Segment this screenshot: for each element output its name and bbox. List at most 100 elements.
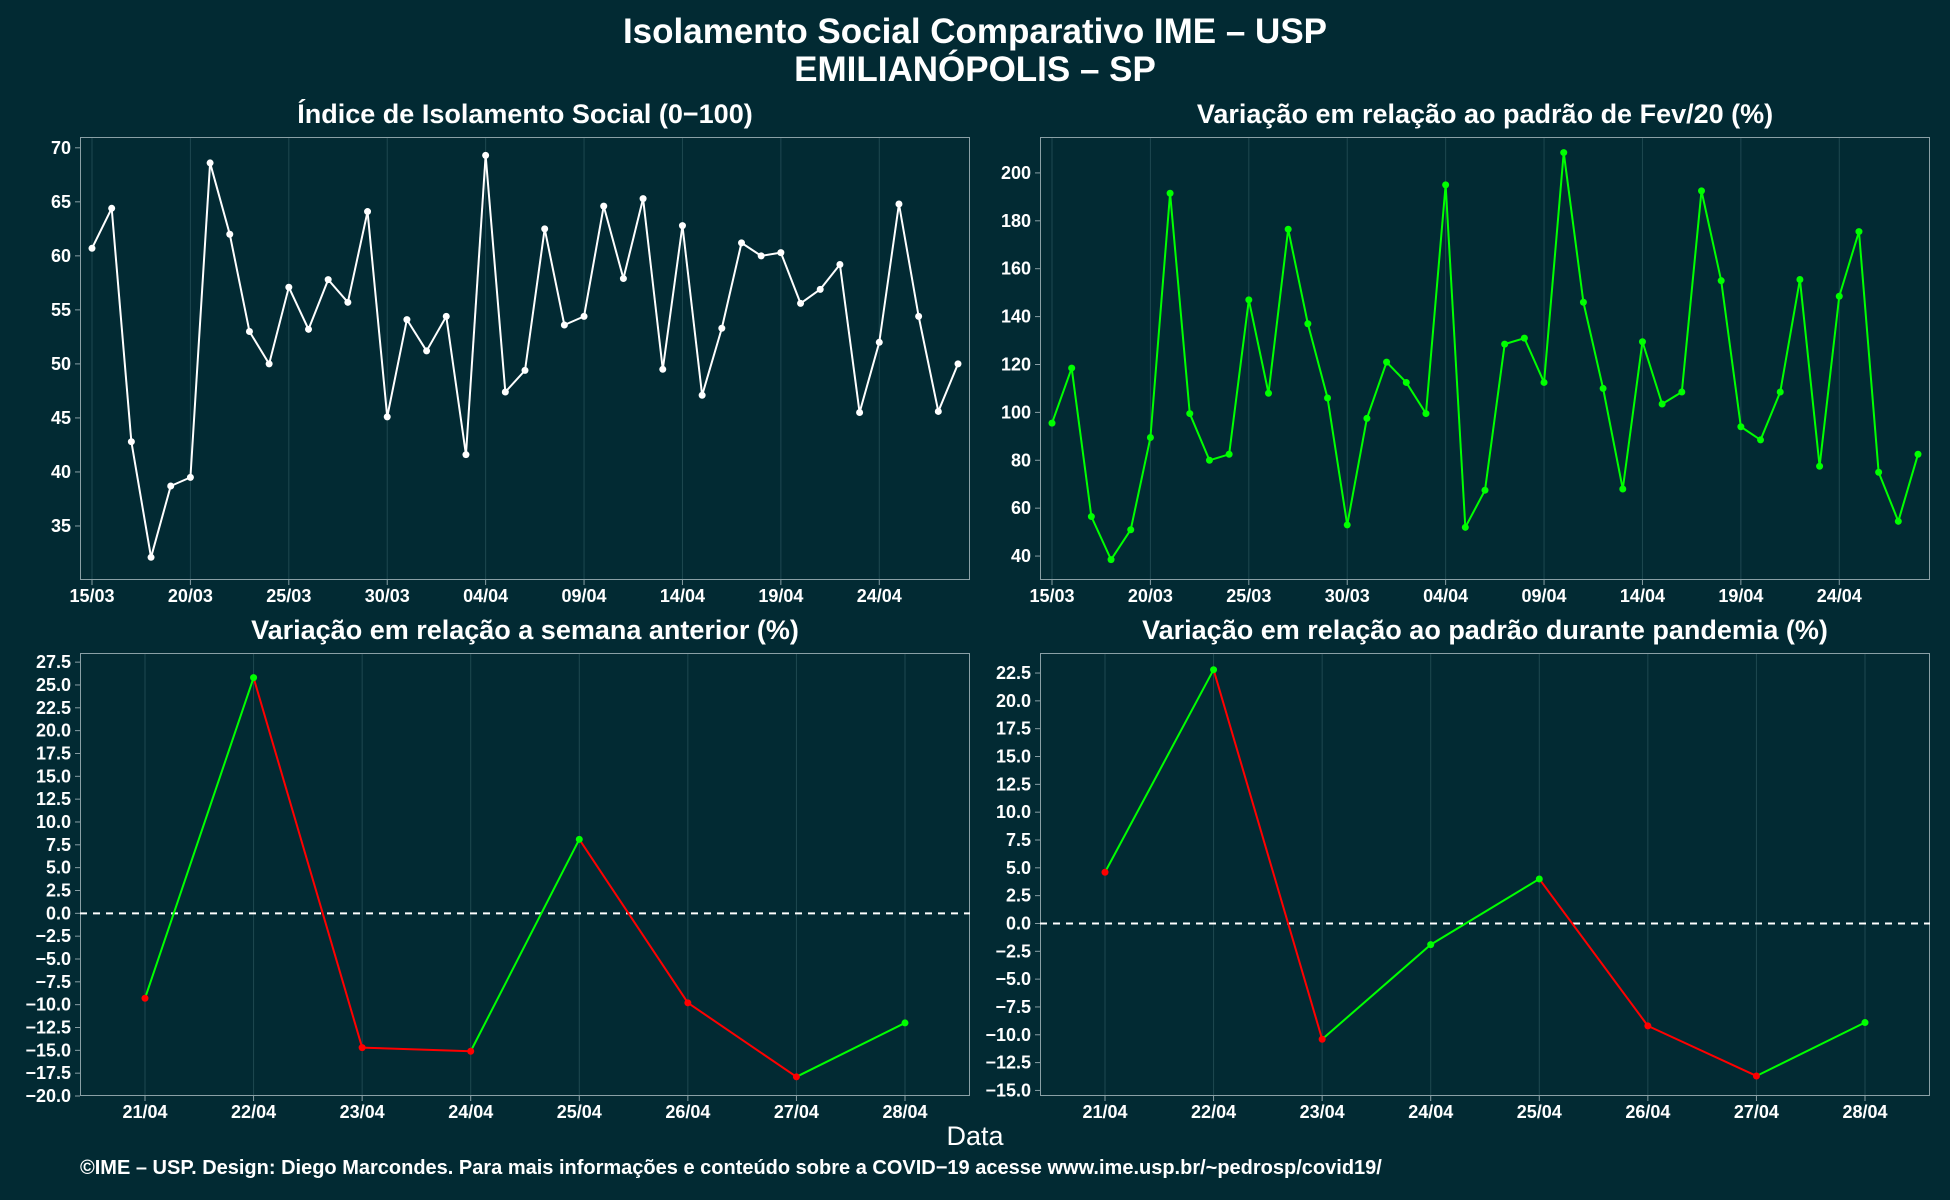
- series-segment: [1090, 516, 1112, 561]
- data-point: [1068, 364, 1076, 372]
- data-point: [1304, 320, 1312, 328]
- y-tick-label: 22.5: [36, 698, 71, 718]
- data-point: [698, 391, 706, 399]
- y-tick-label: −10.0: [985, 1025, 1031, 1045]
- week-variation-chart: 21/04 22/04 23/04 24/04 25/04 26/04 27/04 28/04…: [25, 652, 970, 1122]
- week-variation-title: Variação em relação a semana anterior (%…: [251, 615, 799, 645]
- y-tick-label: 60: [1011, 498, 1031, 518]
- series-segment: [464, 155, 487, 455]
- x-tick-label: 24/04: [448, 1102, 493, 1122]
- x-tick-label: 23/04: [1300, 1102, 1345, 1122]
- series-segment: [1897, 454, 1919, 522]
- feb-variation-panel: Variação em relação ao padrão de Fev/20 …: [1001, 99, 1930, 606]
- y-tick-label: −15.0: [985, 1080, 1031, 1100]
- data-point: [1816, 462, 1824, 470]
- week-variation-panel: Variação em relação a semana anterior (%…: [25, 615, 970, 1122]
- series-segment: [150, 485, 172, 558]
- data-point: [659, 365, 667, 373]
- data-point: [1540, 378, 1548, 386]
- data-point: [324, 276, 332, 284]
- data-point: [1461, 523, 1469, 531]
- series-segment: [425, 315, 448, 352]
- y-tick-label: −17.5: [25, 1063, 71, 1083]
- series-segment: [386, 319, 408, 418]
- series-segment: [1110, 529, 1132, 561]
- data-point: [1048, 419, 1056, 427]
- series-segment: [1562, 152, 1585, 303]
- y-tick-label: 12.5: [36, 789, 71, 809]
- x-tick-label: 21/04: [1082, 1102, 1127, 1122]
- y-tick-label: −7.5: [995, 997, 1031, 1017]
- series-segment: [252, 677, 364, 1048]
- series-segment: [740, 242, 762, 257]
- x-tick-label: 26/04: [1625, 1102, 1670, 1122]
- series-segment: [1621, 341, 1644, 490]
- series-segment: [720, 242, 743, 329]
- series-segment: [1759, 391, 1782, 441]
- data-point: [521, 366, 529, 374]
- y-tick-label: 100: [1001, 402, 1031, 422]
- data-point: [1265, 389, 1272, 397]
- series-segment: [917, 316, 940, 412]
- data-point: [792, 1073, 800, 1081]
- series-segment: [583, 205, 605, 317]
- feb-variation-title: Variação em relação ao padrão de Fev/20 …: [1196, 99, 1774, 129]
- y-tick-label: 20.0: [996, 691, 1031, 711]
- x-tick-label: 25/03: [266, 586, 311, 606]
- series-segment: [642, 198, 664, 370]
- x-tick-label: 19/04: [758, 586, 803, 606]
- plot-frame: [1040, 653, 1930, 1096]
- data-point: [1101, 868, 1109, 876]
- series-segment: [858, 342, 881, 413]
- series-segment: [661, 225, 684, 370]
- series-segment: [307, 279, 330, 330]
- data-point: [358, 1044, 366, 1052]
- isolation-index-chart: 15/03 20/03 25/03 30/03 04/04 09/04 14/04 19/04…: [51, 137, 970, 606]
- data-point: [206, 159, 214, 167]
- data-point: [1284, 225, 1292, 233]
- data-point: [1318, 1035, 1326, 1043]
- series-segment: [681, 225, 704, 396]
- data-point: [108, 204, 116, 212]
- data-point: [1422, 410, 1430, 418]
- data-point: [560, 321, 568, 329]
- y-tick-label: 12.5: [996, 774, 1031, 794]
- x-tick-label: 25/04: [557, 1102, 602, 1122]
- data-point: [1383, 358, 1391, 366]
- series-segment: [1430, 878, 1540, 946]
- data-point: [482, 151, 490, 159]
- series-segment: [819, 263, 841, 290]
- data-point: [684, 999, 692, 1007]
- data-point: [285, 283, 293, 291]
- data-point: [1894, 517, 1902, 525]
- pandemic-variation-panel: Variação em relação ao padrão durante pa…: [985, 615, 1930, 1122]
- data-point: [250, 674, 258, 682]
- data-point: [575, 835, 583, 843]
- y-tick-label: 40: [51, 462, 71, 482]
- data-point: [1861, 1019, 1869, 1027]
- series-segment: [406, 319, 428, 352]
- x-tick-label: 24/04: [1817, 586, 1862, 606]
- x-tick-label: 21/04: [122, 1102, 167, 1122]
- series-segment: [1755, 1021, 1866, 1077]
- y-tick-label: 120: [1001, 354, 1031, 374]
- series-segment: [1444, 184, 1467, 528]
- data-point: [1107, 556, 1115, 564]
- data-point: [1127, 526, 1135, 534]
- y-tick-label: −15.0: [25, 1040, 71, 1060]
- data-point: [1658, 400, 1666, 408]
- data-point: [1501, 340, 1509, 348]
- data-point: [1678, 388, 1686, 396]
- series-segment: [1857, 231, 1880, 473]
- data-point: [738, 239, 745, 247]
- y-tick-label: 0.0: [1006, 913, 1031, 933]
- data-point: [305, 325, 312, 333]
- y-tick-label: 2.5: [46, 880, 71, 900]
- y-tick-label: −12.5: [25, 1017, 71, 1037]
- data-point: [245, 327, 253, 335]
- data-point: [383, 413, 391, 421]
- x-tick-label: 22/04: [1191, 1102, 1236, 1122]
- series-segment: [1424, 184, 1447, 414]
- y-tick-label: 50: [51, 354, 71, 374]
- series-segment: [1365, 361, 1388, 419]
